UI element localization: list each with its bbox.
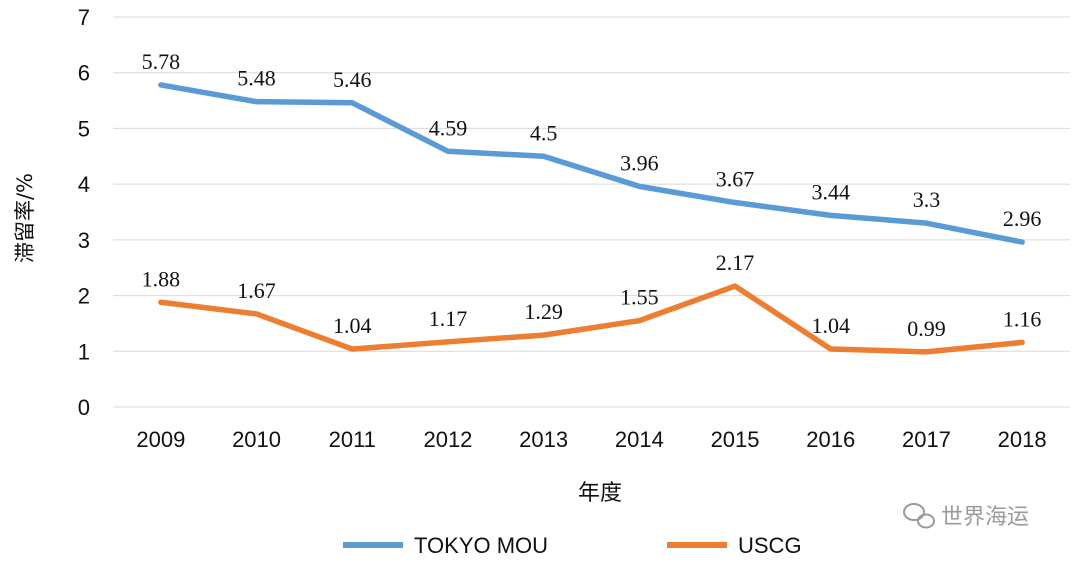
x-axis-label: 年度 xyxy=(578,481,622,506)
data-labels: 5.78 5.48 5.46 4.59 4.5 3.96 3.67 3.44 3.3 2.96 1.… xyxy=(142,49,1042,341)
data-label-uscg: 1.29 xyxy=(524,299,563,324)
x-tick-label: 2013 xyxy=(519,427,568,452)
data-label-uscg: 1.88 xyxy=(142,266,181,291)
series-line-tokyo-mou xyxy=(158,82,1025,245)
legend: TOKYO MOU USCG xyxy=(343,533,802,558)
y-tick-label: 5 xyxy=(78,116,90,141)
legend-label-tokyo-mou: TOKYO MOU xyxy=(414,533,548,558)
data-label-uscg: 2.17 xyxy=(716,250,755,275)
data-label-tokyo-mou: 3.44 xyxy=(812,179,851,204)
data-label-tokyo-mou: 3.67 xyxy=(716,167,755,192)
y-tick-label: 0 xyxy=(78,395,90,420)
data-label-tokyo-mou: 2.96 xyxy=(1003,206,1042,231)
y-tick-label: 4 xyxy=(78,172,90,197)
y-tick-label: 1 xyxy=(78,339,90,364)
data-label-tokyo-mou: 5.46 xyxy=(333,67,372,92)
legend-label-uscg: USCG xyxy=(738,533,802,558)
x-tick-label: 2015 xyxy=(711,427,760,452)
gridlines xyxy=(113,16,1070,408)
x-axis-ticks: 2009 2010 2011 2012 2013 2014 2015 2016 2017 2018 xyxy=(136,427,1046,452)
data-label-uscg: 1.67 xyxy=(237,278,276,303)
series-line-uscg xyxy=(158,283,1025,355)
watermark-text: 世界海运 xyxy=(941,505,1029,530)
data-label-tokyo-mou: 3.3 xyxy=(913,187,941,212)
x-tick-label: 2009 xyxy=(136,427,185,452)
x-tick-label: 2014 xyxy=(615,427,664,452)
x-tick-label: 2010 xyxy=(232,427,281,452)
data-label-tokyo-mou: 5.78 xyxy=(142,49,181,74)
x-tick-label: 2011 xyxy=(329,427,376,452)
data-label-tokyo-mou: 4.5 xyxy=(530,120,558,145)
data-label-uscg: 1.17 xyxy=(429,306,468,331)
data-label-uscg: 0.99 xyxy=(907,316,946,341)
series-lines xyxy=(158,82,1025,355)
x-tick-label: 2017 xyxy=(902,427,951,452)
data-label-tokyo-mou: 3.96 xyxy=(620,150,659,175)
data-label-uscg: 1.55 xyxy=(620,285,659,310)
data-label-uscg: 1.04 xyxy=(333,313,372,338)
data-label-tokyo-mou: 4.59 xyxy=(429,115,468,140)
y-axis-label: 滞留率/% xyxy=(13,173,37,263)
data-label-uscg: 1.04 xyxy=(812,313,851,338)
x-tick-label: 2012 xyxy=(423,427,472,452)
y-tick-label: 2 xyxy=(78,284,90,309)
y-axis-ticks: 0 1 2 3 4 5 6 7 xyxy=(78,5,90,420)
wechat-icon xyxy=(903,503,935,529)
data-label-tokyo-mou: 5.48 xyxy=(237,66,276,91)
y-tick-label: 7 xyxy=(78,5,90,30)
x-tick-label: 2018 xyxy=(998,427,1047,452)
y-tick-label: 3 xyxy=(78,228,90,253)
y-tick-label: 6 xyxy=(78,61,90,86)
x-tick-label: 2016 xyxy=(806,427,855,452)
data-label-uscg: 1.16 xyxy=(1003,306,1042,331)
watermark: 世界海运 xyxy=(903,503,1029,530)
